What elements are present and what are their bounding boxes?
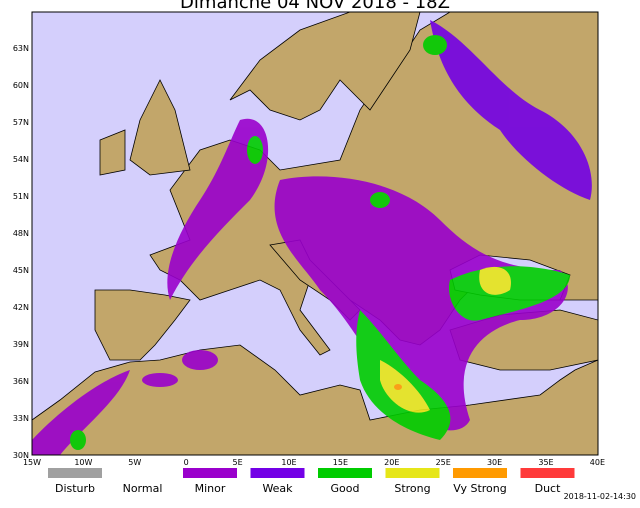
map [31, 11, 599, 456]
area-minor [167, 118, 269, 301]
legend-swatch [183, 468, 237, 478]
area-good [370, 192, 390, 208]
legend-swatch [115, 468, 170, 478]
area-good [449, 266, 570, 321]
legend-swatch [520, 468, 575, 478]
iberia [94, 289, 191, 361]
timestamp: 2018-11-02-14:30 [564, 492, 636, 501]
legend-swatch [48, 468, 102, 478]
lon-label: 25E [436, 458, 451, 467]
lon-label: 5E [233, 458, 243, 467]
propagation [32, 20, 592, 455]
legend-swatch [385, 468, 440, 478]
area-minor [274, 176, 568, 431]
lat-label: 39N [13, 340, 29, 349]
lon-label: 30E [487, 458, 502, 467]
area-vy-strong [394, 384, 402, 390]
lat-label: 57N [13, 118, 29, 127]
lat-label: 63N [13, 44, 29, 53]
area-minor [142, 373, 178, 387]
legend-label: Duct [535, 482, 561, 495]
longitude-labels: 15W 10W 5W 0 5E 10E 15E 20E 25E 30E 35E 40E [23, 458, 605, 467]
area-minor [182, 350, 218, 370]
legend-label: Strong [394, 482, 430, 495]
map-frame [31, 11, 599, 456]
lat-label: 54N [13, 155, 29, 164]
lat-label: 42N [13, 303, 29, 312]
title: Dimanche 04 NOV 2018 - 18Z [180, 0, 450, 13]
legend-label: Minor [195, 482, 226, 495]
area-strong [479, 266, 511, 295]
area-strong [380, 360, 430, 413]
legend-label: Good [331, 482, 360, 495]
area-good [70, 430, 86, 450]
latitude-labels: 63N 60N 57N 54N 51N 48N 45N 42N 39N 36N 33N 30N [13, 44, 29, 460]
lon-label: 15W [23, 458, 41, 467]
legend-swatch [250, 468, 305, 478]
legend-label: Normal [123, 482, 163, 495]
area-minor [32, 370, 130, 455]
lat-label: 51N [13, 192, 29, 201]
lat-label: 60N [13, 81, 29, 90]
area-good [247, 136, 263, 164]
lat-label: 45N [13, 266, 29, 275]
lat-label: 33N [13, 414, 29, 423]
lon-label: 10E [281, 458, 296, 467]
area-good [423, 35, 447, 55]
legend: Disturb Normal Minor Weak Good Strong Vy Stron… [48, 468, 575, 495]
lat-label: 36N [13, 377, 29, 386]
britain [129, 79, 191, 176]
lon-label: 0 [184, 458, 189, 467]
lon-label: 35E [538, 458, 553, 467]
lon-label: 10W [74, 458, 92, 467]
ireland [99, 129, 126, 176]
legend-label: Disturb [55, 482, 95, 495]
scandinavia [229, 11, 421, 121]
lon-label: 5W [128, 458, 141, 467]
lat-label: 48N [13, 229, 29, 238]
legend-label: Vy Strong [453, 482, 507, 495]
area-weak [430, 20, 592, 200]
lon-label: 40E [590, 458, 605, 467]
lon-label: 15E [333, 458, 348, 467]
legend-label: Weak [262, 482, 293, 495]
legend-swatch [453, 468, 507, 478]
lat-label: 30N [13, 451, 29, 460]
lon-label: 20E [384, 458, 399, 467]
legend-swatch [318, 468, 372, 478]
